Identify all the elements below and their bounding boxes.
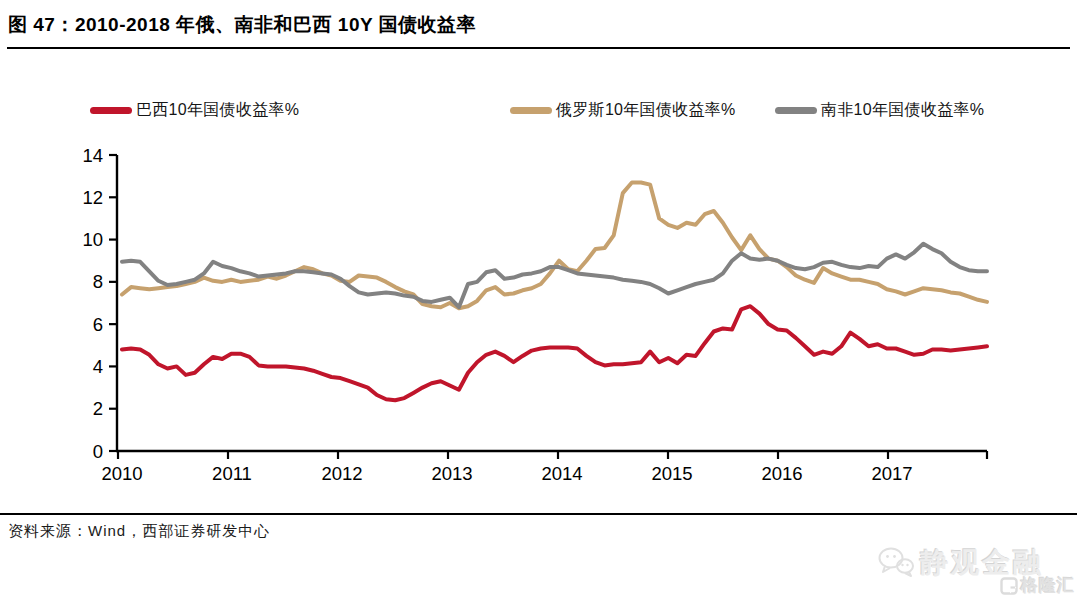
svg-text:2010: 2010	[101, 463, 142, 484]
legend-label-south-africa: 南非10年国债收益率%	[821, 100, 984, 121]
figure-title: 图 47：2010-2018 年俄、南非和巴西 10Y 国债收益率	[8, 12, 476, 38]
chart-legend: 巴西10年国债收益率% 俄罗斯10年国债收益率% 南非10年国债收益率%	[0, 98, 1077, 122]
gelonghui-logo-icon	[1000, 577, 1018, 595]
legend-item-russia: 俄罗斯10年国债收益率%	[510, 98, 736, 122]
watermark-platform-name: 格隆汇	[1021, 574, 1075, 597]
svg-text:2: 2	[93, 398, 103, 419]
svg-text:8: 8	[93, 271, 103, 292]
legend-item-south-africa: 南非10年国债收益率%	[775, 98, 984, 122]
svg-text:2011: 2011	[212, 463, 252, 484]
legend-label-russia: 俄罗斯10年国债收益率%	[556, 100, 736, 121]
svg-text:2013: 2013	[431, 463, 472, 484]
svg-text:2017: 2017	[871, 463, 912, 484]
data-source-note: 资料来源：Wind，西部证券研发中心	[8, 522, 270, 541]
svg-text:2014: 2014	[541, 463, 582, 484]
svg-text:12: 12	[82, 187, 103, 208]
title-divider	[7, 47, 1070, 49]
brazil-line-swatch	[90, 107, 132, 114]
svg-text:0: 0	[93, 441, 103, 462]
yield-line-chart: 0 2 4 6 8 10 12 14 2010 2011 2012 2013 2014 2015 2016 2…	[0, 0, 1077, 520]
svg-text:14: 14	[82, 145, 103, 166]
svg-text:2012: 2012	[321, 463, 362, 484]
legend-item-brazil: 巴西10年国债收益率%	[90, 98, 299, 122]
svg-text:10: 10	[82, 229, 103, 250]
svg-text:4: 4	[93, 356, 103, 377]
svg-text:2016: 2016	[761, 463, 802, 484]
south-africa-line-swatch	[775, 107, 817, 114]
gelonghui-watermark: 格隆汇	[1000, 574, 1075, 597]
footer-divider	[0, 513, 1077, 515]
legend-label-brazil: 巴西10年国债收益率%	[136, 100, 299, 121]
wechat-bubbles-icon	[878, 547, 914, 579]
svg-text:2015: 2015	[651, 463, 692, 484]
russia-line-swatch	[510, 107, 552, 114]
svg-text:6: 6	[93, 314, 103, 335]
